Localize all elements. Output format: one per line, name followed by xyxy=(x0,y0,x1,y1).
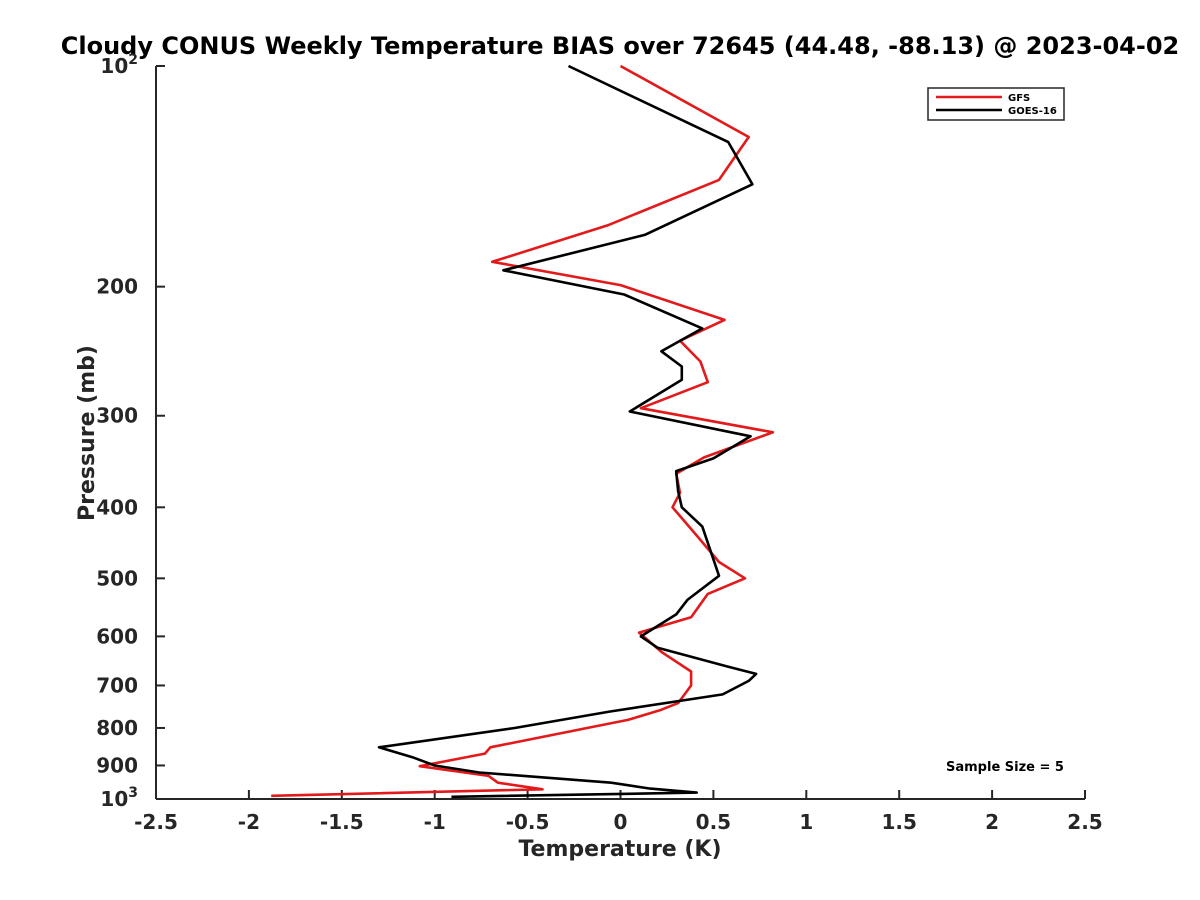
sample-size-annotation: Sample Size = 5 xyxy=(946,760,1064,775)
x-tick-label: -0.5 xyxy=(506,810,550,834)
y-ticks: 102 200 300 400 500 600 700 800 900 103 xyxy=(96,52,165,811)
series-line-goes-16 xyxy=(377,64,758,799)
y-tick-label: 500 xyxy=(96,566,138,590)
x-tick-label: 2.5 xyxy=(1067,810,1102,834)
y-tick-label: 800 xyxy=(96,716,138,740)
series-line-gfs xyxy=(271,64,775,798)
series-layer xyxy=(271,64,775,799)
x-tick-label: -2 xyxy=(238,810,260,834)
y-tick-label: 102 xyxy=(100,52,138,78)
x-tick-label: 0 xyxy=(614,810,628,834)
legend-label: GOES-16 xyxy=(1008,106,1057,117)
x-tick-label: 1 xyxy=(799,810,813,834)
y-tick-label: 700 xyxy=(96,673,138,697)
y-tick-label: 400 xyxy=(96,495,138,519)
x-tick-label: 2 xyxy=(985,810,999,834)
x-tick-label: -1.5 xyxy=(320,810,364,834)
y-tick-label: 900 xyxy=(96,753,138,777)
legend-label: GFS xyxy=(1008,93,1030,104)
x-tick-label: -1 xyxy=(424,810,446,834)
x-tick-label: 0.5 xyxy=(696,810,731,834)
y-tick-label: 300 xyxy=(96,404,138,428)
y-axis-label: Pressure (mb) xyxy=(75,345,100,521)
y-tick-label: 600 xyxy=(96,624,138,648)
legend-box xyxy=(927,87,1065,121)
plot-area xyxy=(155,66,1085,800)
y-tick-label: 200 xyxy=(96,275,138,299)
x-ticks: -2.5 -2 -1.5 -1 -0.5 0 0.5 1 1.5 2 2.5 xyxy=(134,790,1103,834)
x-tick-label: -2.5 xyxy=(134,810,178,834)
x-axis-label: Temperature (K) xyxy=(518,837,721,862)
y-tick-label: 103 xyxy=(100,785,138,811)
x-tick-label: 1.5 xyxy=(881,810,916,834)
chart-title: Cloudy CONUS Weekly Temperature BIAS ove… xyxy=(61,32,1179,60)
legend: GFS GOES-16 xyxy=(927,87,1065,121)
